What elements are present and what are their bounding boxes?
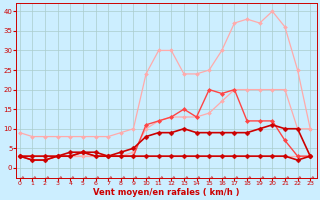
Text: ↗: ↗ xyxy=(42,175,49,182)
Text: ↗: ↗ xyxy=(206,175,213,182)
Text: ↗: ↗ xyxy=(155,175,162,182)
Text: ↗: ↗ xyxy=(244,175,251,182)
Text: ↗: ↗ xyxy=(231,175,238,182)
Text: ↗: ↗ xyxy=(218,175,225,182)
Text: ↗: ↗ xyxy=(16,175,23,182)
Text: ↗: ↗ xyxy=(117,175,124,182)
Text: ↗: ↗ xyxy=(92,175,99,182)
Text: ↗: ↗ xyxy=(180,175,188,182)
Text: ↗: ↗ xyxy=(142,175,149,182)
Text: ↗: ↗ xyxy=(307,175,314,182)
Text: ↗: ↗ xyxy=(193,175,200,182)
Text: ↗: ↗ xyxy=(105,175,112,182)
Text: ↗: ↗ xyxy=(281,175,288,182)
X-axis label: Vent moyen/en rafales ( km/h ): Vent moyen/en rafales ( km/h ) xyxy=(93,188,239,197)
Text: ↗: ↗ xyxy=(29,175,36,182)
Text: ↗: ↗ xyxy=(54,175,61,182)
Text: ↗: ↗ xyxy=(168,175,175,182)
Text: ↗: ↗ xyxy=(79,175,86,182)
Text: ↗: ↗ xyxy=(256,175,263,182)
Text: ↗: ↗ xyxy=(130,175,137,182)
Text: ↗: ↗ xyxy=(67,175,74,182)
Text: ↗: ↗ xyxy=(294,175,301,182)
Text: ↗: ↗ xyxy=(269,175,276,182)
